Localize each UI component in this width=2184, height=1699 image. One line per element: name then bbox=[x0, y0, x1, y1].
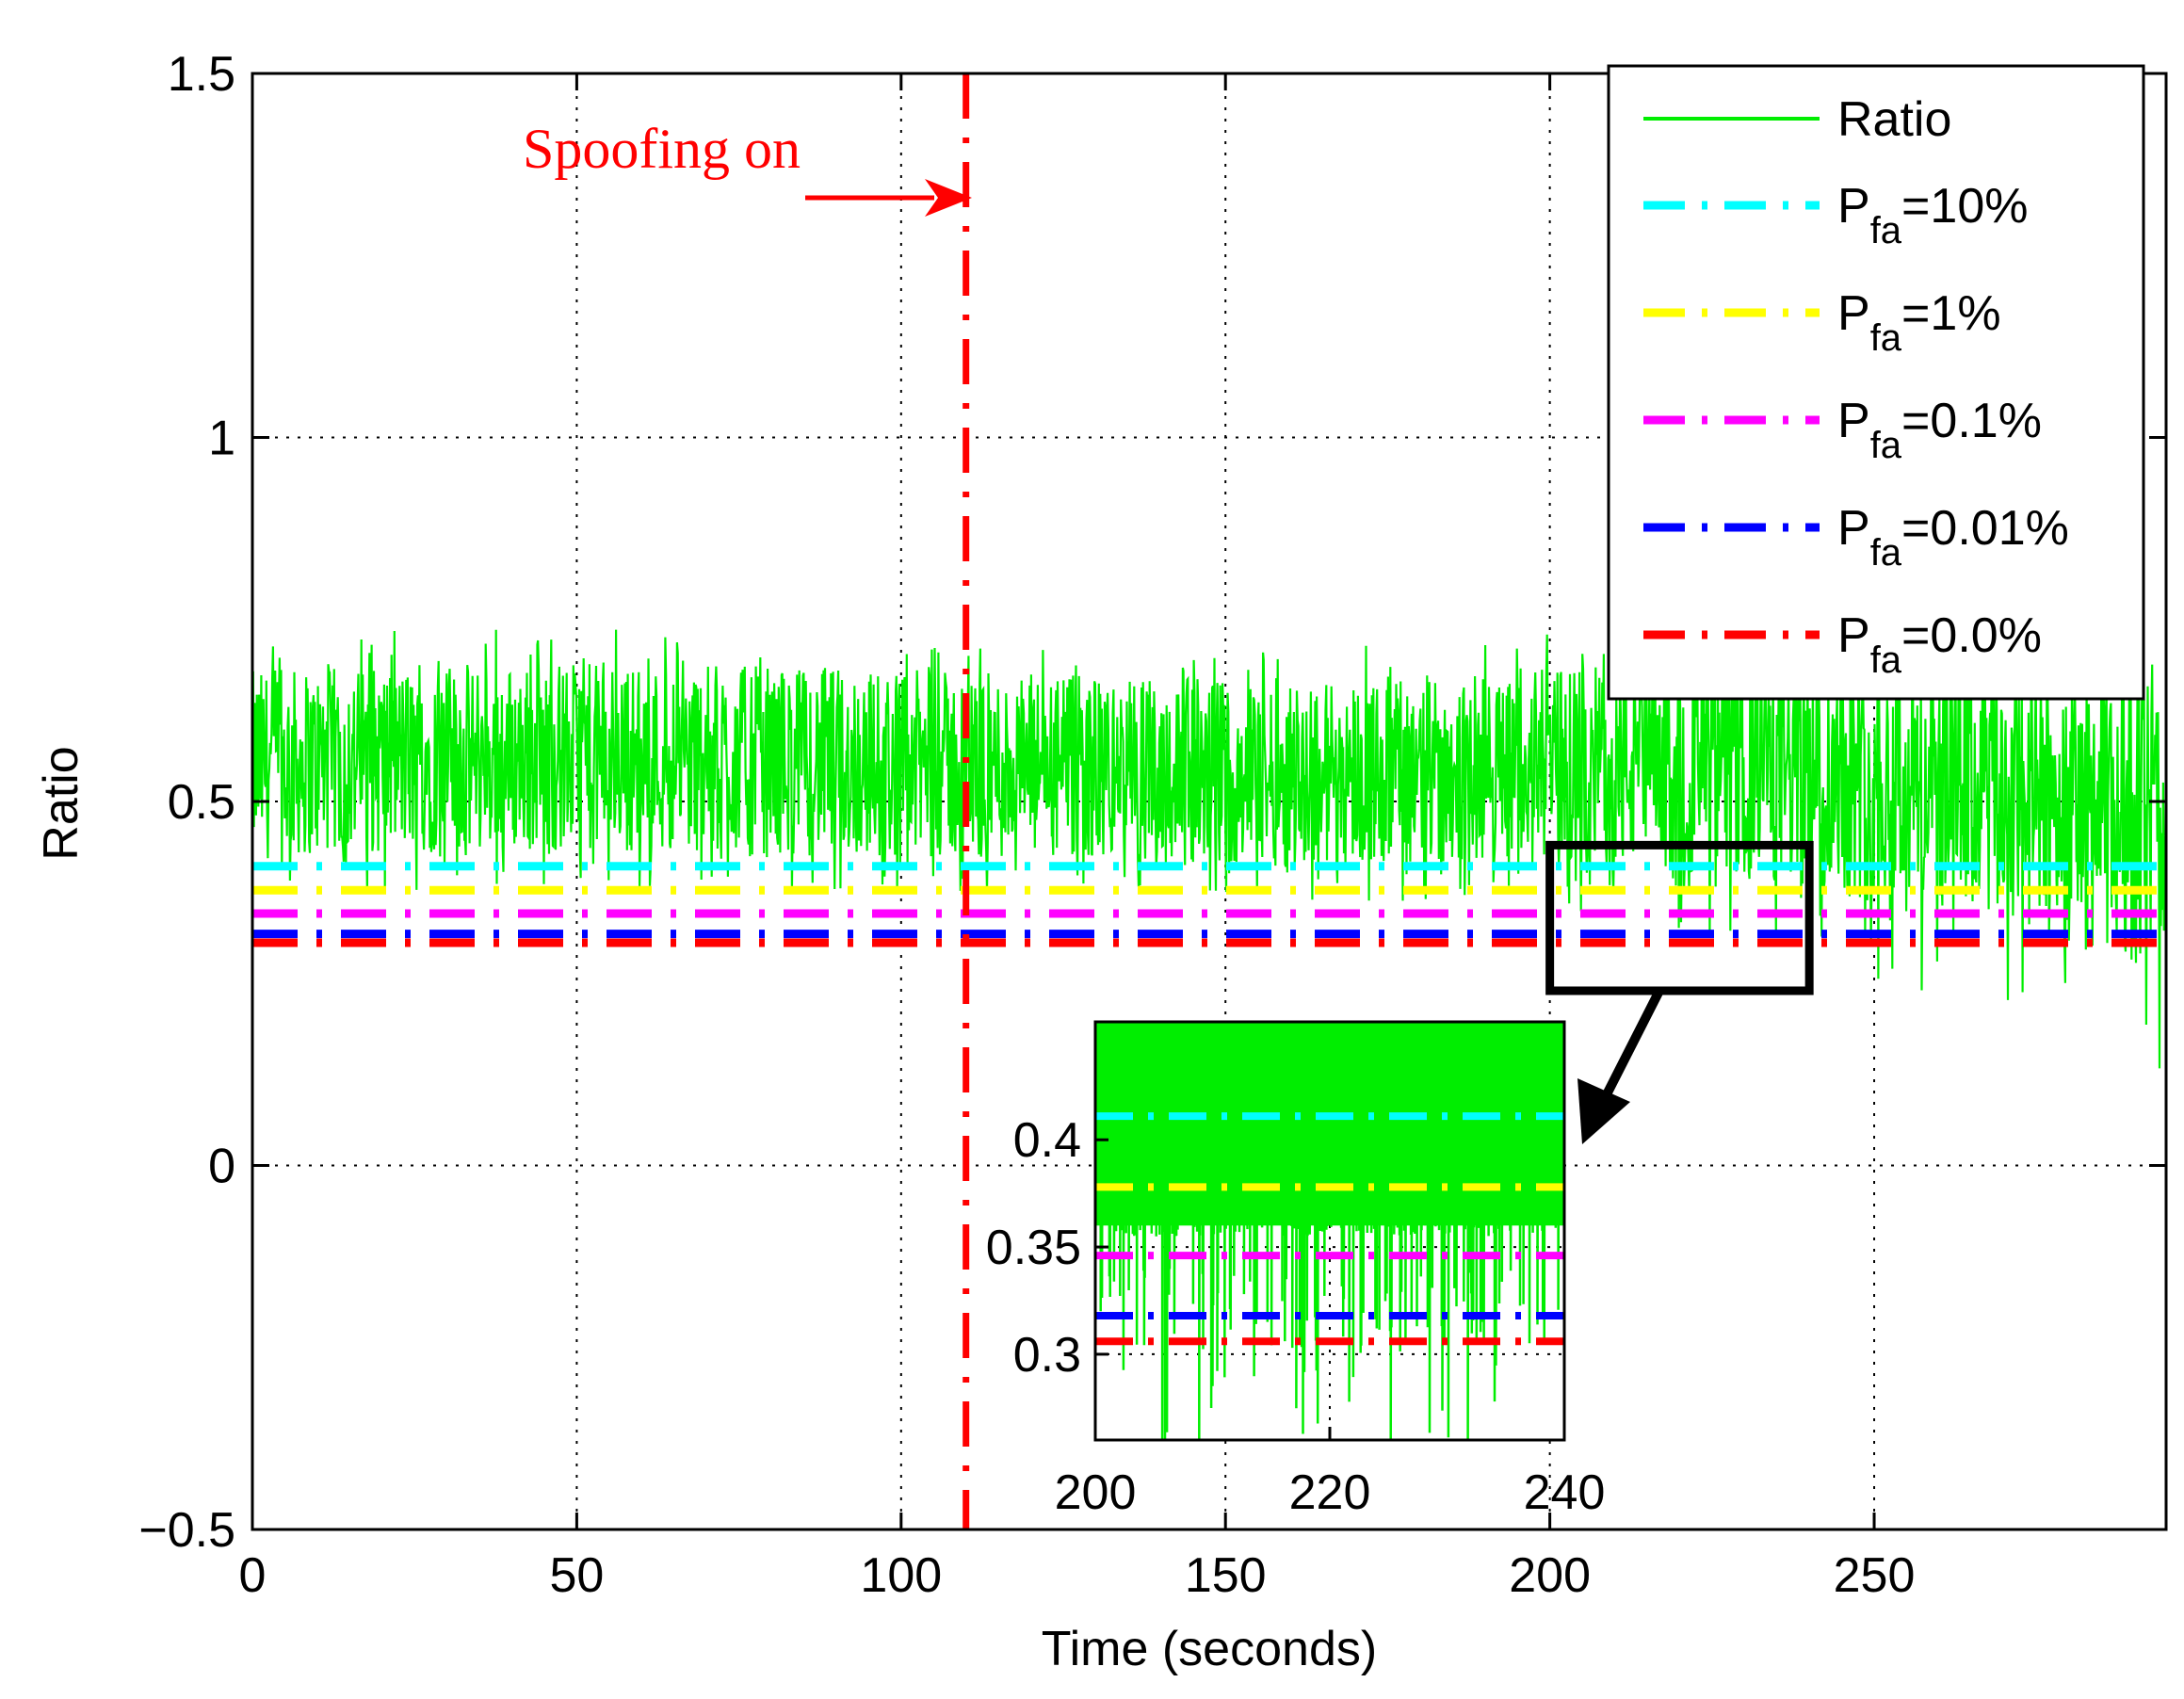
legend-label-pfa01: Pfa=0.1% bbox=[1837, 394, 2042, 466]
y-axis-label: Ratio bbox=[34, 746, 89, 860]
x-axis-label: Time (seconds) bbox=[1042, 1622, 1377, 1676]
zoom-arrow bbox=[1577, 986, 1665, 1144]
axis-ticks: 0 50 100 150 200 250−0.500.511.5 bbox=[138, 47, 2166, 1603]
inset-y-tick-label: 0.4 bbox=[1013, 1113, 1081, 1168]
threshold-lines bbox=[252, 862, 2166, 947]
y-tick-label: −0.5 bbox=[138, 1503, 235, 1558]
legend-box bbox=[1607, 64, 2145, 701]
inset-x-tick-label: 200 bbox=[1055, 1465, 1137, 1520]
x-tick-label: 100 bbox=[860, 1548, 942, 1603]
inset-ticks: 200 220 240 0.3 0.35 0.4 bbox=[986, 1113, 1606, 1520]
y-tick-label: 1.5 bbox=[168, 47, 235, 102]
inset-y-tick-label: 0.3 bbox=[1013, 1328, 1081, 1383]
ratio-series bbox=[252, 623, 2166, 1069]
inset-x-tick-label: 220 bbox=[1289, 1465, 1371, 1520]
y-tick-label: 0.5 bbox=[168, 775, 235, 830]
legend-label-pfa001: Pfa=0.01% bbox=[1837, 501, 2069, 574]
legend-label-pfa10: Pfa=10% bbox=[1837, 179, 2029, 251]
inset-ratio-series bbox=[1095, 1022, 1564, 1440]
legend: Ratio Pfa=10% Pfa=1% Pfa=0.1% Pfa=0.01% Pfa=… bbox=[1607, 64, 2145, 701]
y-tick-label: 0 bbox=[208, 1140, 235, 1194]
x-tick-label: 0 bbox=[239, 1548, 267, 1603]
legend-label-pfa00: Pfa=0.0% bbox=[1837, 608, 2042, 681]
legend-label-pfa1: Pfa=1% bbox=[1837, 286, 2001, 359]
inset-threshold-lines bbox=[1095, 1112, 1564, 1346]
zoom-region-box bbox=[1545, 840, 1814, 995]
x-tick-label: 50 bbox=[549, 1548, 604, 1603]
inset-ratio-line bbox=[1095, 1022, 1564, 1440]
y-tick-label: 1 bbox=[208, 412, 235, 466]
inset-y-tick-label: 0.35 bbox=[986, 1221, 1081, 1275]
spoofing-arrow bbox=[805, 179, 972, 217]
ratio-line bbox=[252, 623, 2166, 1069]
inset-x-tick-label: 240 bbox=[1524, 1465, 1606, 1520]
spoofing-on-label: Spoofing on bbox=[523, 118, 801, 180]
x-tick-label: 200 bbox=[1509, 1548, 1591, 1603]
zoom-inset: 200 220 240 0.3 0.35 0.4 bbox=[986, 1020, 1606, 1520]
x-tick-label: 250 bbox=[1834, 1548, 1916, 1603]
legend-label-ratio: Ratio bbox=[1837, 92, 1951, 147]
x-tick-label: 150 bbox=[1185, 1548, 1267, 1603]
